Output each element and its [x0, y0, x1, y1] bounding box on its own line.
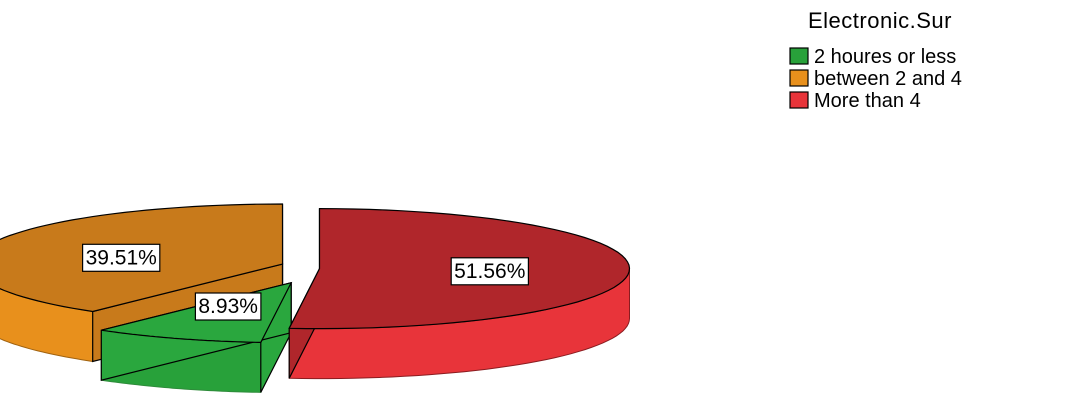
legend-item-between-2-and-4: between 2 and 4	[789, 68, 962, 90]
pie-slices	[0, 203, 631, 393]
legend-item-more-than-4: More than 4	[789, 90, 921, 112]
slice-2-houres-or-less-label: 8.93%	[194, 292, 262, 321]
legend-label: More than 4	[814, 90, 921, 112]
legend-label: between 2 and 4	[814, 68, 962, 90]
slice-labels: 39.51% 8.93% 51.56%	[81, 243, 530, 321]
legend-swatch	[789, 69, 809, 87]
slice-more-than-4-label: 51.56%	[450, 257, 530, 286]
legend-title: Electronic.Sur	[808, 8, 952, 33]
slice-between-2-and-4-label-text: 39.51%	[86, 246, 157, 269]
slice-2-houres-or-less-label-box	[194, 292, 262, 321]
slice-between-2-and-4-label: 39.51%	[81, 243, 161, 272]
legend-item-2-houres-or-less: 2 houres or less	[789, 46, 956, 68]
slice-more-than-4	[288, 207, 631, 380]
legend-swatch	[789, 47, 809, 65]
slice-between-2-and-4-label-box	[81, 243, 161, 272]
slice-2-houres-or-less-label-text: 8.93%	[198, 295, 258, 318]
legend-label: 2 houres or less	[814, 46, 956, 68]
slice-more-than-4-label-text: 51.56%	[454, 260, 525, 283]
legend-swatch	[789, 91, 809, 109]
slice-more-than-4-label-box	[450, 257, 530, 286]
